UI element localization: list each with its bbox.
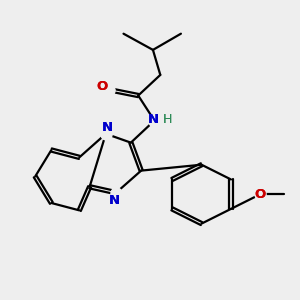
Text: N: N [147, 112, 158, 126]
Text: O: O [97, 80, 108, 93]
Text: N: N [102, 121, 113, 134]
Text: O: O [97, 80, 108, 93]
Text: H: H [163, 113, 172, 126]
Text: N: N [109, 194, 120, 207]
Text: H: H [163, 113, 172, 126]
Text: N: N [109, 194, 120, 207]
Text: N: N [102, 121, 113, 134]
Text: O: O [255, 188, 266, 201]
Text: O: O [255, 188, 266, 201]
Text: N: N [147, 112, 158, 126]
